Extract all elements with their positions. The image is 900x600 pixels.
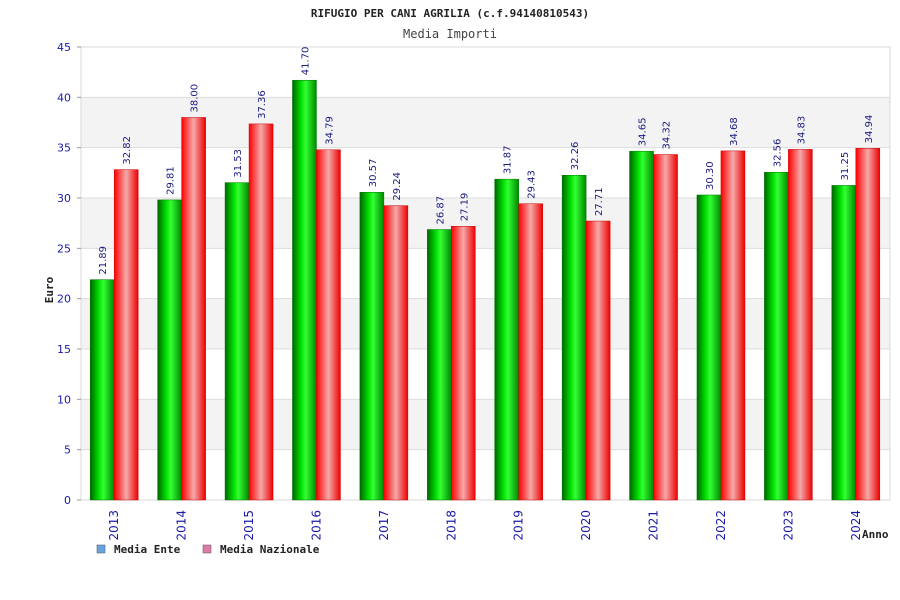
data-label: 30.57 xyxy=(368,159,379,188)
y-axis-label: Euro xyxy=(43,276,56,303)
background-band xyxy=(81,449,890,500)
bar-media-ente xyxy=(494,178,519,501)
bar-media-nazionale xyxy=(316,149,341,501)
bar-media-nazionale xyxy=(181,117,206,501)
background-band xyxy=(81,248,890,299)
bar-media-nazionale xyxy=(383,205,409,501)
data-label: 31.25 xyxy=(840,152,851,181)
background-band xyxy=(81,298,890,349)
chart-subtitle: Media Importi xyxy=(403,27,497,41)
data-label: 29.81 xyxy=(166,166,177,195)
bar-media-nazionale xyxy=(518,203,543,501)
bar-media-nazionale xyxy=(451,226,476,501)
bar-media-nazionale xyxy=(788,149,813,501)
legend-swatch-media-ente xyxy=(96,544,106,554)
bar-media-ente xyxy=(831,185,857,501)
data-label: 34.83 xyxy=(796,116,807,145)
x-axis-label: Anno xyxy=(862,528,889,541)
background-band xyxy=(81,147,890,198)
bar-media-ente xyxy=(427,229,452,501)
bar-media-ente xyxy=(292,79,317,501)
background-band xyxy=(81,97,890,148)
bar-media-nazionale xyxy=(113,169,139,501)
background-band xyxy=(81,349,890,400)
plot-area-frame xyxy=(80,46,891,501)
x-tick-label: 2018 xyxy=(444,510,458,541)
bar-media-nazionale xyxy=(248,123,274,501)
x-tick-label: 2019 xyxy=(512,510,526,541)
y-tick-label: 5 xyxy=(64,444,71,457)
x-tick-label: 2024 xyxy=(849,510,863,541)
data-label: 34.65 xyxy=(638,118,649,147)
background-band xyxy=(81,47,890,98)
background-band xyxy=(81,198,890,249)
data-label: 21.89 xyxy=(98,246,109,275)
data-label: 32.56 xyxy=(772,139,783,168)
bar-media-ente xyxy=(764,171,789,501)
bar-media-nazionale xyxy=(653,154,678,501)
y-tick-label: 45 xyxy=(57,41,71,54)
data-label: 27.71 xyxy=(594,187,605,216)
x-tick-label: 2021 xyxy=(647,510,661,541)
legend: Media Ente Media Nazionale xyxy=(96,543,320,556)
data-label: 27.19 xyxy=(459,193,470,222)
y-tick-label: 30 xyxy=(57,192,71,205)
legend-label-media-ente: Media Ente xyxy=(114,543,181,556)
y-tick-label: 0 xyxy=(64,494,71,507)
bar-media-ente xyxy=(561,174,587,501)
y-tick-label: 40 xyxy=(57,91,71,104)
x-tick-label: 2022 xyxy=(714,510,728,541)
y-tick-label: 35 xyxy=(57,142,71,155)
x-tick-label: 2013 xyxy=(107,510,121,541)
x-tick-label: 2023 xyxy=(781,510,795,541)
data-label: 32.26 xyxy=(570,142,581,171)
x-tick-label: 2017 xyxy=(377,510,391,541)
background-bands xyxy=(81,47,890,500)
bar-media-nazionale xyxy=(585,220,611,501)
x-tick-label: 2020 xyxy=(579,510,593,541)
legend-label-media-nazionale: Media Nazionale xyxy=(220,543,320,556)
y-tick-label: 25 xyxy=(57,242,71,255)
legend-swatch-media-nazionale xyxy=(202,544,212,554)
bars: 21.89 32.82 29.81 38.00 31.53 37.36 41.70 34.79… xyxy=(89,47,881,501)
data-label: 32.82 xyxy=(122,136,133,165)
x-tick-label: 2014 xyxy=(175,510,189,541)
bar-media-ente xyxy=(696,194,722,501)
x-tick-label: 2016 xyxy=(309,510,323,541)
data-label: 34.32 xyxy=(662,121,673,150)
x-tick-label: 2015 xyxy=(242,510,256,541)
y-tick-label: 20 xyxy=(57,293,71,306)
bar-media-ente xyxy=(629,150,654,501)
data-label: 37.36 xyxy=(257,90,268,119)
bar-media-ente xyxy=(89,279,115,501)
data-label: 34.68 xyxy=(729,117,740,146)
x-axis: 2013 2014 2015 2016 2017 2018 2019 2020 2021 2022… xyxy=(107,510,863,541)
data-label: 29.43 xyxy=(527,170,538,199)
background-band xyxy=(81,399,890,450)
bar-media-ente xyxy=(359,192,385,501)
data-label: 41.70 xyxy=(300,47,311,76)
y-tick-label: 15 xyxy=(57,343,71,356)
chart-title: RIFUGIO PER CANI AGRILIA (c.f.9414081054… xyxy=(311,7,589,20)
y-axis: 0 5 10 15 20 25 30 35 40 45 xyxy=(57,41,81,507)
data-label: 30.30 xyxy=(705,161,716,190)
y-tick-label: 10 xyxy=(57,393,71,406)
data-label: 38.00 xyxy=(190,84,201,113)
bar-media-ente xyxy=(224,182,250,501)
data-label: 26.87 xyxy=(435,196,446,225)
data-label: 29.24 xyxy=(392,172,403,201)
bar-media-nazionale xyxy=(855,148,881,501)
data-label: 34.79 xyxy=(324,116,335,145)
bar-media-ente xyxy=(157,199,182,501)
data-label: 31.87 xyxy=(503,146,514,175)
data-label: 31.53 xyxy=(233,149,244,178)
bar-media-nazionale xyxy=(720,150,746,501)
data-label: 34.94 xyxy=(864,115,875,144)
